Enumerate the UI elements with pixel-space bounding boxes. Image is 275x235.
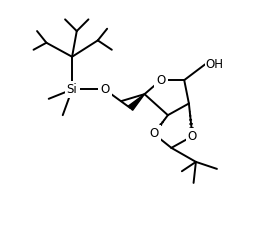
Text: O: O xyxy=(156,74,166,87)
Text: O: O xyxy=(100,83,109,96)
Text: Si: Si xyxy=(67,83,78,96)
Text: O: O xyxy=(188,130,197,143)
Text: O: O xyxy=(149,127,158,140)
Polygon shape xyxy=(128,94,144,110)
Text: OH: OH xyxy=(205,58,223,71)
